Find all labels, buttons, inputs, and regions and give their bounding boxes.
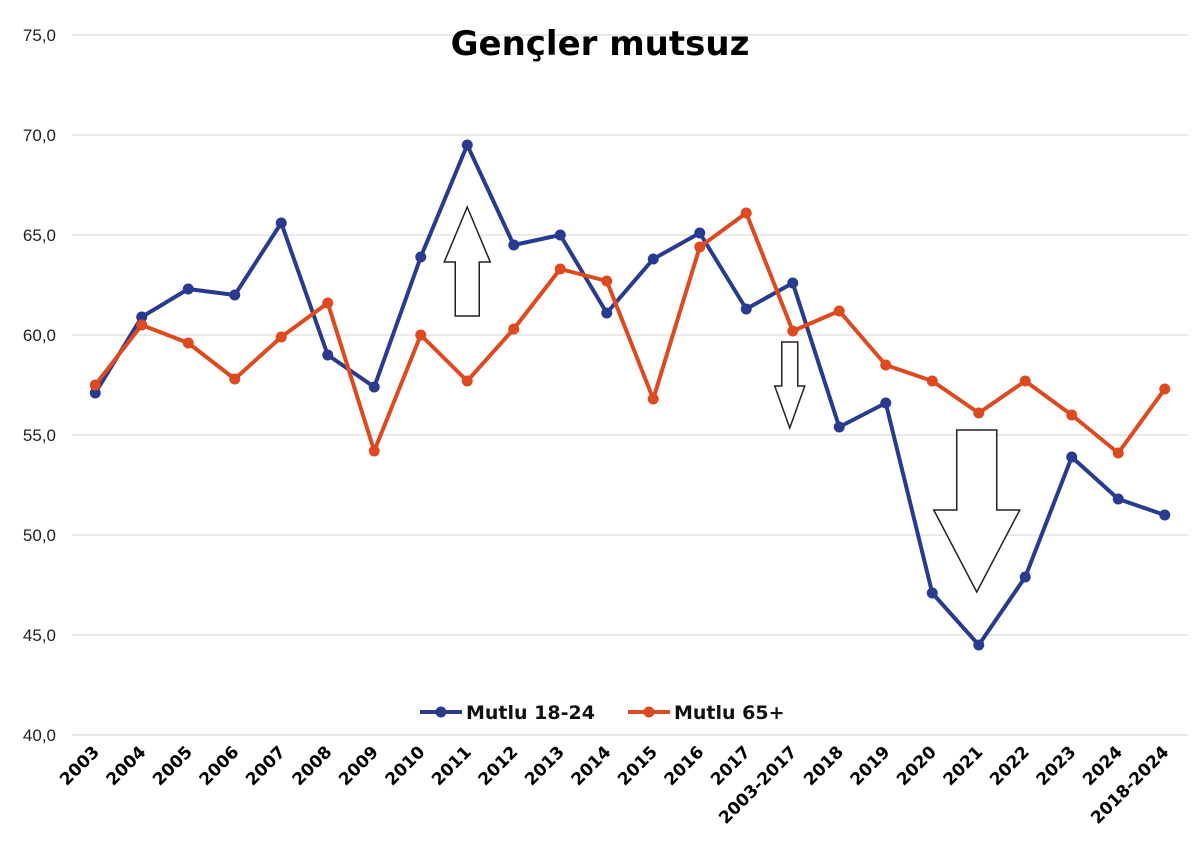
y-axis-ticks: 40,0 45,0 50,0 55,0 60,0 65,0 70,0 75,0 — [23, 26, 56, 745]
data-point — [136, 311, 148, 323]
data-point — [182, 337, 194, 349]
data-point — [508, 239, 520, 251]
series-1 — [89, 139, 1171, 651]
data-point — [1159, 509, 1171, 521]
x-tick-label: 2021 — [940, 742, 988, 790]
x-tick-label: 2014 — [568, 742, 616, 790]
legend: Mutlu 18-24 Mutlu 65+ — [420, 702, 785, 724]
arrow-down-annotation — [773, 341, 806, 431]
data-point — [694, 227, 706, 239]
series-line — [93, 211, 1167, 455]
data-point — [694, 241, 706, 253]
x-tick-label: 2009 — [335, 742, 383, 790]
y-tick-label: 55,0 — [23, 426, 56, 445]
data-point — [554, 229, 566, 241]
data-point — [1112, 493, 1124, 505]
data-point — [647, 393, 659, 405]
data-point — [880, 397, 892, 409]
data-point — [601, 307, 613, 319]
data-point — [368, 445, 380, 457]
data-point — [1019, 375, 1031, 387]
legend-label: Mutlu 18-24 — [466, 702, 595, 724]
x-tick-label: 2006 — [196, 742, 244, 790]
data-point — [787, 277, 799, 289]
x-tick-label: 2007 — [242, 742, 290, 790]
x-tick-label: 2012 — [475, 742, 523, 790]
data-point — [787, 325, 799, 337]
data-point — [229, 373, 241, 385]
data-point — [1019, 571, 1031, 583]
data-point — [647, 253, 659, 265]
x-axis-ticks: 2003200420052006200720082009201020112012… — [56, 742, 1173, 828]
data-point — [1112, 447, 1124, 459]
chart-title: Gençler mutsuz — [451, 24, 750, 64]
data-point — [136, 319, 148, 331]
data-point — [973, 407, 985, 419]
data-point — [1159, 383, 1171, 395]
y-tick-label: 75,0 — [23, 26, 56, 45]
data-point — [275, 217, 287, 229]
data-point — [833, 305, 845, 317]
data-point — [740, 303, 752, 315]
x-tick-label: 2023 — [1033, 742, 1081, 790]
x-tick-label: 2003 — [56, 742, 104, 790]
series-2 — [89, 207, 1171, 459]
annotation-arrows — [443, 205, 1021, 594]
legend-swatch-marker — [435, 706, 447, 718]
data-point — [89, 387, 101, 399]
data-point — [740, 207, 752, 219]
data-point — [461, 375, 473, 387]
y-tick-label: 60,0 — [23, 326, 56, 345]
y-tick-label: 50,0 — [23, 526, 56, 545]
x-tick-label: 2004 — [103, 742, 151, 790]
data-point — [415, 251, 427, 263]
x-tick-label: 2015 — [614, 742, 662, 790]
data-point — [926, 375, 938, 387]
data-point — [368, 381, 380, 393]
data-point — [1066, 451, 1078, 463]
x-tick-label: 2011 — [428, 742, 476, 790]
legend-item: Mutlu 65+ — [628, 702, 785, 724]
data-point — [508, 323, 520, 335]
data-point — [322, 349, 334, 361]
y-tick-label: 65,0 — [23, 226, 56, 245]
series-lines — [89, 139, 1171, 651]
y-tick-label: 70,0 — [23, 126, 56, 145]
data-point — [833, 421, 845, 433]
data-point — [322, 297, 334, 309]
legend-item: Mutlu 18-24 — [420, 702, 595, 724]
y-tick-label: 40,0 — [23, 726, 56, 745]
arrow-down-annotation — [932, 429, 1021, 594]
data-point — [89, 379, 101, 391]
x-tick-label: 2016 — [661, 742, 709, 790]
x-tick-label: 2005 — [149, 742, 197, 790]
x-tick-label: 2018 — [800, 742, 848, 790]
x-tick-label: 2019 — [847, 742, 895, 790]
data-point — [973, 639, 985, 651]
series-line — [93, 143, 1166, 647]
data-point — [461, 139, 473, 151]
legend-swatch-marker — [643, 706, 655, 718]
data-point — [601, 275, 613, 287]
legend-label: Mutlu 65+ — [674, 702, 785, 724]
data-point — [275, 331, 287, 343]
x-tick-label: 2013 — [521, 742, 569, 790]
data-point — [229, 289, 241, 301]
arrow-up-annotation — [443, 205, 492, 317]
x-tick-label: 2010 — [382, 742, 430, 790]
data-point — [1066, 409, 1078, 421]
x-tick-label: 2020 — [893, 742, 941, 790]
x-tick-label: 2008 — [289, 742, 337, 790]
data-point — [880, 359, 892, 371]
y-tick-label: 45,0 — [23, 626, 56, 645]
data-point — [182, 283, 194, 295]
data-point — [554, 263, 566, 275]
x-tick-label: 2022 — [986, 742, 1034, 790]
data-point — [926, 587, 938, 599]
data-point — [415, 329, 427, 341]
